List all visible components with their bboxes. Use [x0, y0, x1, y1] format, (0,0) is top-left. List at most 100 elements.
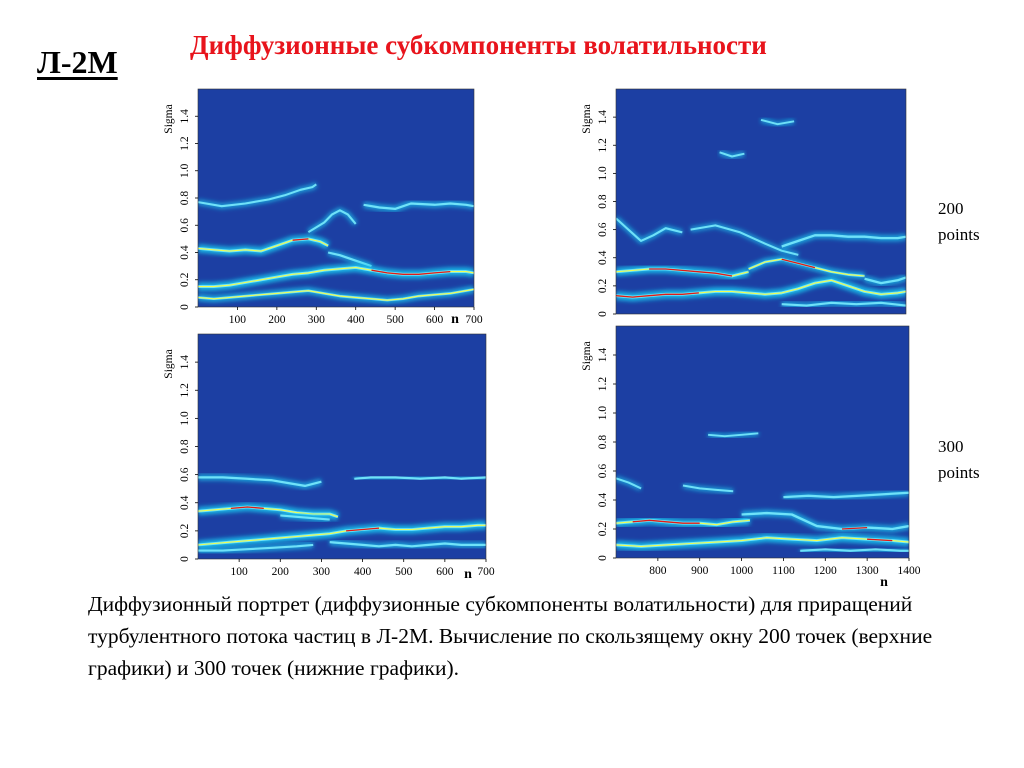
x-tick-label: 1000 — [730, 565, 753, 577]
ridge-line — [198, 541, 314, 554]
x-axis-label: n — [880, 575, 888, 590]
x-tick-label: 500 — [387, 314, 405, 326]
heatmap-background — [616, 89, 906, 314]
x-axis-label: n — [451, 312, 459, 327]
caption: Диффузионный портрет (диффузионные субко… — [88, 592, 933, 680]
y-tick-label: 0.2 — [179, 272, 191, 287]
x-tick-label: 900 — [691, 565, 709, 577]
y-tick-label: 1.0 — [179, 411, 191, 426]
y-tick-label: 0.6 — [179, 467, 191, 482]
y-tick-label: 1.4 — [597, 110, 609, 125]
y-tick-label: 1.4 — [597, 348, 609, 363]
x-tick-label: 200 — [272, 566, 290, 578]
ridge-line — [783, 489, 909, 501]
ridges — [198, 182, 474, 304]
y-axis-label: Sigma — [581, 341, 593, 370]
ridge-line — [354, 474, 486, 482]
heatmap-chart-bottom-left: 0 0.2 0.4 0.6 0.8 1.0 1.2 1.4 Sigma 100 200 300 400 5… — [163, 333, 495, 582]
y-tick-label: 1.2 — [179, 383, 191, 398]
ridge-line — [198, 521, 486, 550]
x-axis-label: n — [464, 567, 472, 582]
ridges — [616, 117, 906, 309]
x-tick-label: 1300 — [856, 565, 879, 577]
y-tick-label: 0.8 — [179, 439, 191, 454]
ridge-line — [707, 430, 759, 439]
device-label: Л-2М — [37, 44, 118, 80]
y-tick-label: 1.0 — [597, 166, 609, 181]
x-tick-label: 200 — [268, 314, 286, 326]
y-tick-label: 1.2 — [597, 377, 609, 392]
ridge-line — [781, 299, 906, 309]
ridge-line — [616, 276, 906, 302]
heatmap-chart-top-right: 0 0.2 0.4 0.6 0.8 1.0 1.2 1.4 Sigma — [581, 88, 907, 317]
y-tick-label: 0.4 — [597, 493, 609, 508]
y-tick-label: 0 — [597, 555, 609, 561]
x-tick-label: 500 — [395, 566, 413, 578]
ridge-line — [682, 482, 734, 495]
note-300-points: 300 points — [938, 437, 980, 482]
y-tick-label: 0 — [597, 311, 609, 317]
x-tick-label: 400 — [347, 314, 365, 326]
ridge-line — [863, 274, 906, 287]
x-tick-label: 100 — [231, 566, 249, 578]
ridge-line — [616, 533, 909, 551]
heatmap-chart-top-left: 0 0.2 0.4 0.6 0.8 1.0 1.2 1.4 Sigma 100 200 300 400 5… — [163, 88, 483, 327]
x-tick-label: 700 — [477, 566, 495, 578]
y-tick-label: 0.4 — [179, 245, 191, 260]
ridge-line — [760, 117, 795, 127]
ridge-line — [747, 255, 865, 280]
y-tick-label: 0.6 — [179, 218, 191, 233]
y-tick-label: 0.8 — [179, 191, 191, 206]
y-tick-label: 0.4 — [597, 250, 609, 265]
y-tick-label: 0.4 — [179, 495, 191, 510]
x-tick-label: 600 — [436, 566, 454, 578]
x-tick-label: 600 — [426, 314, 444, 326]
ridge-line — [198, 263, 474, 291]
ridge-line — [198, 234, 331, 256]
ridges — [198, 474, 486, 554]
ridge-line — [329, 538, 486, 550]
y-tick-label: 0.2 — [597, 522, 609, 537]
ridge-line — [306, 207, 358, 235]
ridge-line — [327, 249, 373, 269]
ridge-line — [363, 200, 474, 213]
y-tick-label: 0.6 — [597, 222, 609, 237]
y-tick-label: 1.2 — [179, 136, 191, 151]
ridge-line — [690, 222, 799, 258]
x-tick-label: 700 — [465, 314, 483, 326]
ridge-line — [198, 474, 323, 490]
y-tick-label: 0 — [179, 304, 191, 310]
ridge-line — [616, 516, 751, 529]
y-axis-label: Sigma — [163, 349, 175, 378]
ridge-line — [280, 512, 330, 523]
y-tick-label: 1.0 — [179, 163, 191, 178]
ridge-line — [616, 264, 750, 281]
chart-panel-bottom-right: 0 0.2 0.4 0.6 0.8 1.0 1.2 1.4 Sigma 800 900 1000 110… — [570, 322, 930, 590]
y-tick-label: 0.8 — [597, 194, 609, 209]
x-tick-label: 800 — [649, 565, 667, 577]
y-tick-label: 1.4 — [179, 355, 191, 370]
chart-panel-top-left: 0 0.2 0.4 0.6 0.8 1.0 1.2 1.4 Sigma 100 200 300 400 5… — [152, 85, 492, 330]
ridge-line — [741, 509, 909, 533]
chart-panel-top-right: 0 0.2 0.4 0.6 0.8 1.0 1.2 1.4 Sigma — [570, 85, 915, 320]
ridge-line — [198, 502, 340, 521]
chart-panel-bottom-left: 0 0.2 0.4 0.6 0.8 1.0 1.2 1.4 Sigma 100 200 300 400 5… — [152, 330, 502, 585]
ridges — [616, 430, 909, 554]
note-200-points: 200 points — [938, 199, 980, 244]
ridge-line — [616, 475, 643, 491]
ridge-line — [198, 285, 474, 304]
x-tick-label: 100 — [229, 314, 247, 326]
y-tick-label: 1.2 — [597, 138, 609, 153]
y-tick-label: 0.8 — [597, 435, 609, 450]
ridge-line — [800, 546, 909, 554]
ridge-line — [780, 232, 906, 250]
y-tick-label: 0.2 — [597, 278, 609, 293]
x-tick-label: 300 — [308, 314, 326, 326]
slide-title: Диффузионные субкомпоненты волатильности — [190, 30, 767, 60]
y-tick-label: 1.4 — [179, 109, 191, 124]
x-tick-label: 1200 — [814, 565, 837, 577]
x-tick-label: 400 — [354, 566, 372, 578]
heatmap-chart-bottom-right: 0 0.2 0.4 0.6 0.8 1.0 1.2 1.4 Sigma 800 900 1000 110… — [581, 325, 921, 590]
heatmap-background — [198, 334, 486, 559]
y-tick-label: 0.2 — [179, 523, 191, 538]
